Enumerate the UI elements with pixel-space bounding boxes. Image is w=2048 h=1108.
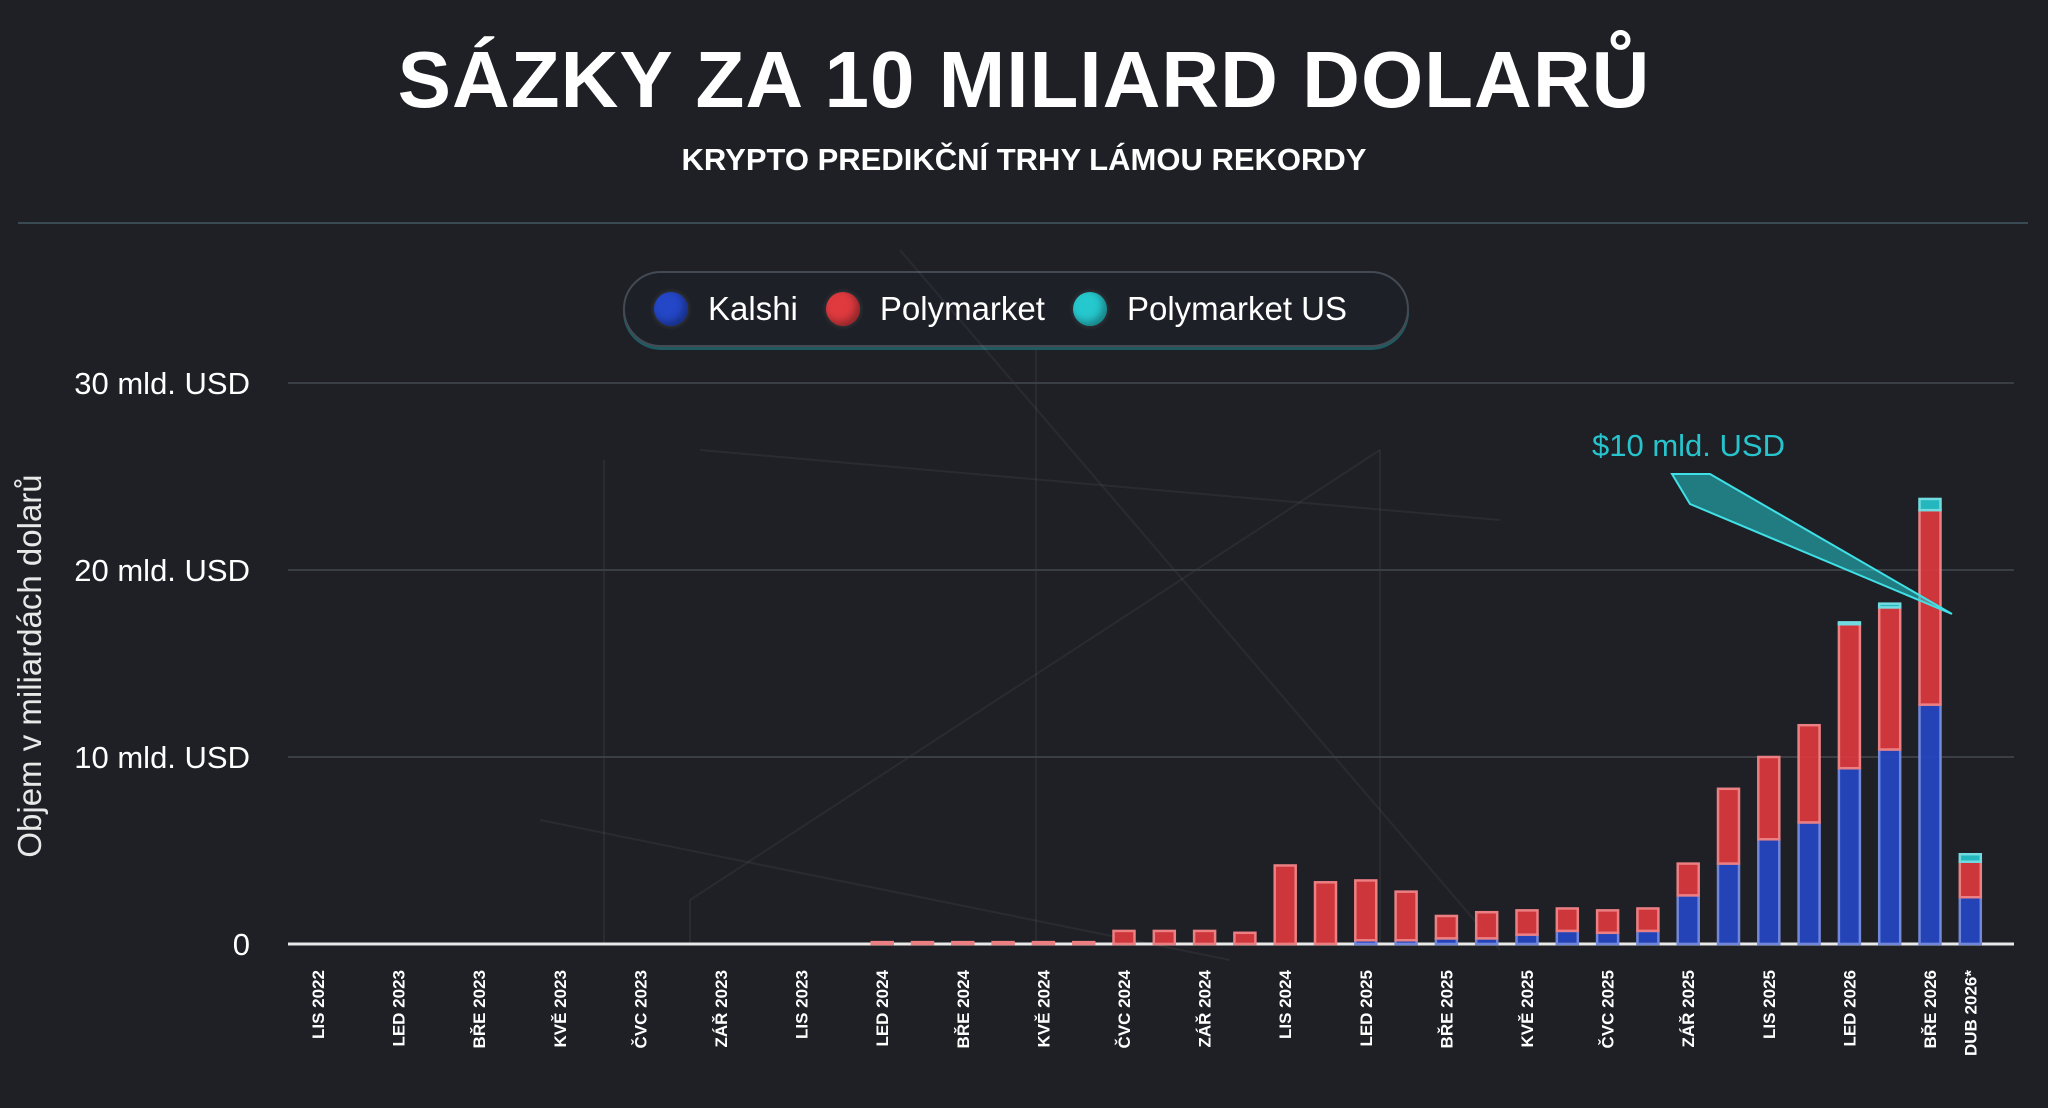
- bar-polymarket: [1394, 890, 1418, 942]
- y-tick-label: 30 mld. USD: [74, 366, 250, 401]
- x-tick-label: LIS 2024: [1276, 969, 1295, 1039]
- legend-swatch-polymarket: [825, 292, 860, 326]
- x-tick-label: LIS 2025: [1760, 970, 1779, 1039]
- x-tick-label: ČVC 2025: [1599, 970, 1618, 1048]
- bar-kalshi: [1716, 862, 1741, 946]
- bar-polymarket: [1716, 787, 1741, 865]
- bar-polymarket-us: [1958, 852, 1983, 863]
- bar-polymarket: [1636, 907, 1660, 933]
- bar-polymarket-us: [1877, 602, 1902, 609]
- bar-polymarket: [1837, 622, 1862, 770]
- bar-polymarket-us: [1918, 497, 1942, 512]
- bar-polymarket: [1797, 723, 1821, 824]
- background-decoration: [539, 249, 1501, 961]
- x-tick-label: ZÁŘ 2025: [1679, 970, 1698, 1047]
- y-tick-label: 20 mld. USD: [74, 553, 250, 588]
- decor-line: [689, 449, 1381, 901]
- bar-kalshi: [1676, 894, 1700, 946]
- bar-polymarket: [1273, 864, 1297, 946]
- bar-kalshi: [1837, 766, 1862, 946]
- bar-polymarket: [1595, 909, 1620, 935]
- bar-polymarket: [991, 940, 1015, 946]
- chart-title: SÁZKY ZA 10 MILIARD DOLARŮ: [397, 35, 1651, 124]
- x-tick-label: KVĚ 2023: [551, 970, 570, 1048]
- gridlines: [288, 382, 2014, 946]
- bar-polymarket: [1313, 881, 1338, 946]
- x-tick-label: ČVC 2023: [631, 970, 650, 1048]
- bar-polymarket: [1112, 929, 1136, 946]
- x-tick-label: ČVC 2024: [1115, 969, 1134, 1048]
- bar-polymarket: [1192, 929, 1217, 946]
- x-tick-label: LED 2023: [390, 970, 409, 1047]
- y-axis-ticks: 0 10 mld. USD 20 mld. USD 30 mld. USD: [74, 366, 250, 962]
- legend-item-polymarket-us[interactable]: Polymarket US: [1072, 290, 1348, 328]
- bar-polymarket: [1515, 909, 1539, 936]
- x-axis-ticks: LIS 2022 LED 2023 BŘE 2023 KVĚ 2023 ČVC 2023…: [309, 969, 1980, 1056]
- bar-polymarket: [1958, 860, 1983, 899]
- x-tick-label: KVĚ 2025: [1518, 970, 1537, 1048]
- bar-kalshi: [1918, 703, 1942, 946]
- x-tick-label: BŘE 2023: [470, 970, 489, 1048]
- y-tick-label: 10 mld. USD: [74, 740, 250, 775]
- bar-polymarket: [1474, 910, 1499, 940]
- legend-swatch-polymarket-us: [1072, 292, 1107, 326]
- x-tick-label: LED 2026: [1840, 970, 1859, 1047]
- x-tick-label: LIS 2023: [793, 970, 812, 1039]
- x-tick-label: DUB 2026*: [1961, 970, 1980, 1056]
- x-tick-label: ZÁŘ 2023: [712, 970, 731, 1047]
- bar-polymarket: [1555, 907, 1580, 933]
- bar-polymarket: [1233, 931, 1257, 946]
- decor-line: [699, 449, 1501, 521]
- bar-polymarket: [1676, 862, 1700, 897]
- bar-polymarket: [1031, 940, 1056, 946]
- bar-kalshi: [1595, 931, 1620, 946]
- chart-legend: Kalshi Polymarket Polymarket US: [623, 271, 1409, 347]
- bar-polymarket: [1152, 929, 1177, 946]
- x-tick-label: BŘE 2024: [954, 969, 973, 1048]
- header-divider: [18, 222, 2028, 224]
- chart-subtitle: KRYPTO PREDIKČNÍ TRHY LÁMOU REKORDY: [681, 142, 1367, 177]
- bar-polymarket: [1877, 606, 1902, 751]
- bar-polymarket-us: [1837, 621, 1862, 626]
- decor-line: [899, 249, 1501, 951]
- annotation: $10 mld. USD: [1592, 428, 1953, 615]
- bar-polymarket: [1434, 914, 1459, 940]
- y-tick-label: 0: [233, 927, 250, 962]
- annotation-label: $10 mld. USD: [1592, 428, 1785, 463]
- bar-polymarket: [1354, 879, 1378, 942]
- bar-polymarket: [870, 940, 894, 946]
- x-tick-label: LED 2025: [1357, 970, 1376, 1047]
- bar-series: [870, 497, 1983, 946]
- x-tick-label: BŘE 2026: [1921, 970, 1940, 1048]
- legend-item-kalshi[interactable]: Kalshi: [654, 290, 798, 328]
- bar-kalshi: [1877, 748, 1902, 946]
- legend-label-kalshi: Kalshi: [708, 290, 798, 327]
- annotation-arrow: [1670, 473, 1953, 615]
- x-tick-label: LIS 2022: [309, 970, 328, 1039]
- legend-label-polymarket: Polymarket: [879, 290, 1045, 327]
- bar-polymarket: [1757, 755, 1781, 841]
- legend-swatch-kalshi: [654, 292, 688, 326]
- bar-kalshi: [1757, 838, 1781, 946]
- bar-kalshi: [1636, 929, 1660, 946]
- bar-kalshi: [1555, 929, 1580, 946]
- bar-kalshi: [1797, 821, 1821, 946]
- bar-kalshi: [1958, 896, 1983, 946]
- legend-label-polymarket-us: Polymarket US: [1126, 290, 1348, 327]
- legend-item-polymarket[interactable]: Polymarket: [825, 290, 1045, 328]
- bar-polymarket: [910, 940, 935, 946]
- bar-polymarket: [1071, 940, 1096, 946]
- x-tick-label: KVĚ 2024: [1034, 969, 1053, 1047]
- bar-polymarket: [951, 940, 975, 946]
- x-tick-label: ZÁŘ 2024: [1196, 969, 1215, 1047]
- bar-kalshi: [1515, 933, 1539, 946]
- x-tick-label: BŘE 2025: [1437, 970, 1456, 1048]
- x-tick-label: LED 2024: [873, 969, 892, 1046]
